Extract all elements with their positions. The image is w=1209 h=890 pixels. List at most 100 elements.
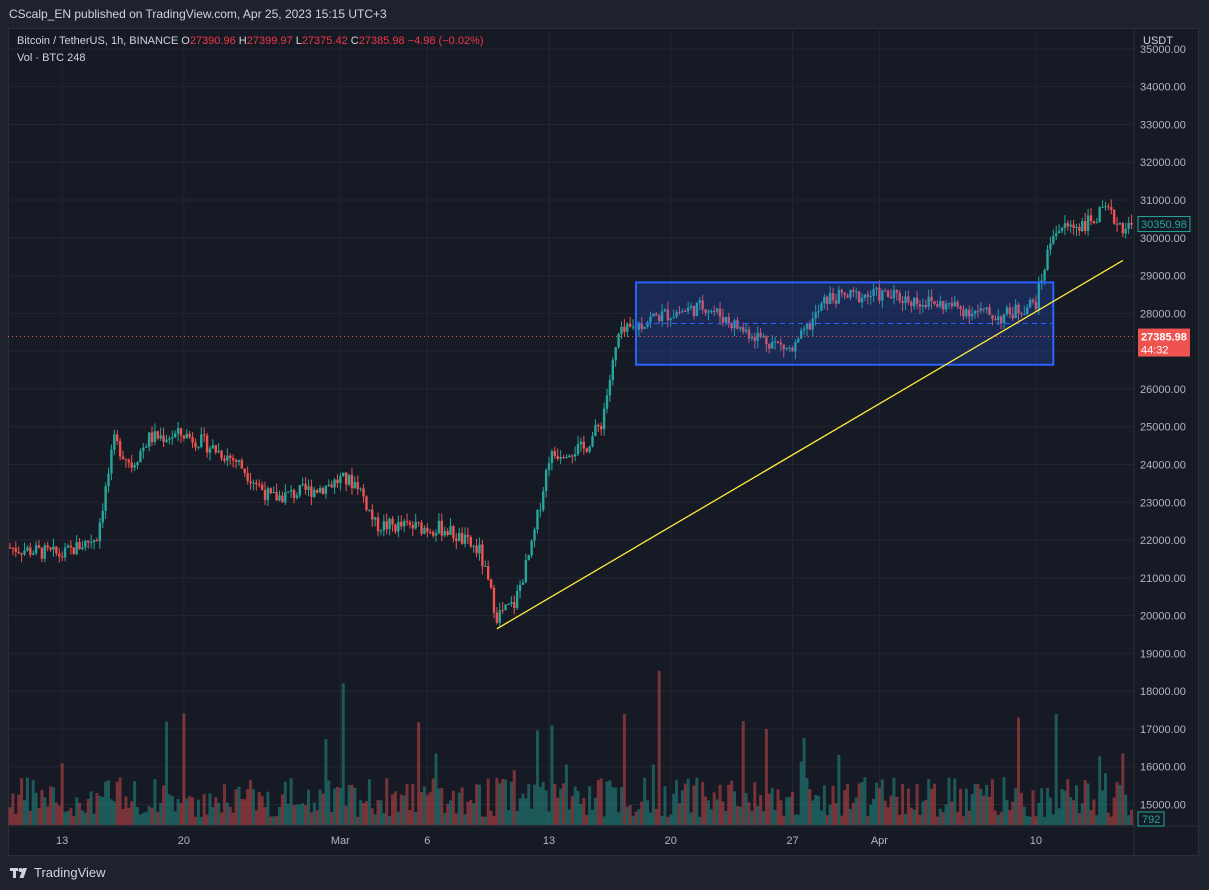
candle	[153, 431, 157, 442]
candle	[1124, 229, 1127, 234]
candle	[878, 287, 881, 301]
volume-bar	[417, 722, 421, 825]
volume-bar	[188, 796, 192, 825]
currency-unit[interactable]: USDT	[1143, 35, 1173, 47]
candle	[304, 483, 307, 490]
volume-bar	[631, 816, 635, 825]
volume-bar	[990, 779, 994, 825]
volume-bar	[428, 792, 432, 825]
volume-bar	[770, 788, 774, 825]
volume-bar	[854, 797, 858, 825]
candle	[246, 473, 249, 481]
price-tick-label: 23000.00	[1140, 497, 1186, 509]
volume-bar	[254, 810, 258, 825]
volume-bar	[1127, 815, 1131, 825]
candle	[98, 522, 102, 542]
candle	[1118, 223, 1122, 225]
volume-badge	[1137, 811, 1165, 827]
volume-bar	[599, 778, 603, 825]
candle	[947, 303, 951, 305]
volume-bar	[617, 812, 621, 825]
volume-bar	[1060, 788, 1064, 825]
volume-bar	[541, 781, 545, 825]
candle	[29, 547, 32, 555]
price-tick-label: 33000.00	[1140, 119, 1186, 131]
volume-bar	[1014, 788, 1018, 825]
volume-bar	[724, 810, 728, 825]
candle	[617, 333, 620, 348]
volume-bar	[515, 811, 519, 825]
volume-bar	[69, 807, 73, 825]
candle	[31, 553, 35, 555]
tradingview-logo[interactable]: TradingView	[10, 865, 106, 880]
candle	[611, 360, 614, 381]
volume-bar	[101, 797, 105, 825]
candle	[828, 292, 832, 304]
volume-bar	[596, 779, 600, 825]
candle	[814, 312, 817, 319]
price-chart[interactable]: 15000.00 16000.00 17000.00 18000.00 19000.00…	[8, 28, 1199, 856]
volume-bar	[379, 800, 383, 825]
candle	[1115, 223, 1119, 225]
volume-bar	[370, 808, 374, 825]
candle	[1110, 207, 1113, 210]
volume-bar	[220, 812, 224, 825]
candle	[84, 540, 87, 548]
volume-bar	[504, 779, 508, 825]
volume-bar	[144, 811, 148, 825]
candle	[956, 301, 959, 307]
candle	[649, 316, 652, 323]
publish-info: CScalp_EN published on TradingView.com, …	[9, 7, 387, 21]
time-tick-label: 13	[543, 835, 555, 847]
volume-bar	[547, 811, 551, 825]
volume-bar	[901, 783, 905, 825]
volume-bar	[399, 794, 403, 825]
candle	[742, 327, 745, 332]
volume-bar	[509, 781, 513, 825]
price-tick-label: 28000.00	[1140, 308, 1186, 320]
candle	[284, 492, 287, 503]
volume-bar	[72, 816, 76, 825]
volume-bar	[538, 786, 542, 825]
candle	[182, 435, 186, 439]
volume-bar	[906, 788, 910, 825]
volume-bar	[715, 799, 719, 825]
candle	[107, 473, 110, 487]
candle	[307, 486, 310, 490]
candle	[179, 428, 183, 436]
volume-bar	[779, 800, 783, 825]
volume-bar	[709, 809, 713, 825]
candle	[101, 510, 104, 523]
volume-bar	[472, 803, 476, 825]
volume-bar	[764, 728, 768, 825]
volume-bar	[205, 814, 209, 825]
volume-bar	[40, 789, 44, 825]
volume-bar	[675, 779, 679, 825]
volume-bar	[1002, 777, 1006, 825]
candle	[756, 332, 759, 341]
ohlc-legend: Bitcoin / TetherUS, 1h, BINANCE O27390.9…	[17, 35, 484, 47]
candle	[333, 479, 336, 488]
candle	[229, 455, 232, 459]
volume-bar	[956, 811, 960, 825]
volume-bar	[298, 804, 302, 825]
candle	[513, 602, 516, 609]
volume-bar	[66, 810, 70, 825]
volume-bar	[196, 799, 200, 825]
volume-bar	[437, 788, 441, 825]
volume-bar	[837, 754, 841, 825]
volume-bar	[78, 802, 82, 825]
symbol-label[interactable]: Bitcoin / TetherUS, 1h, BINANCE	[17, 35, 179, 47]
candle	[136, 462, 139, 466]
volume-bar	[51, 787, 55, 825]
candle	[1011, 314, 1014, 319]
volume-bar	[950, 801, 954, 825]
volume-bar	[567, 809, 571, 825]
volume-bar	[327, 780, 331, 825]
candle	[710, 310, 713, 312]
volume-bar	[402, 795, 406, 825]
volume-bar	[822, 785, 826, 825]
candle	[933, 301, 936, 304]
volume-bar	[283, 781, 287, 825]
candle	[973, 310, 977, 314]
